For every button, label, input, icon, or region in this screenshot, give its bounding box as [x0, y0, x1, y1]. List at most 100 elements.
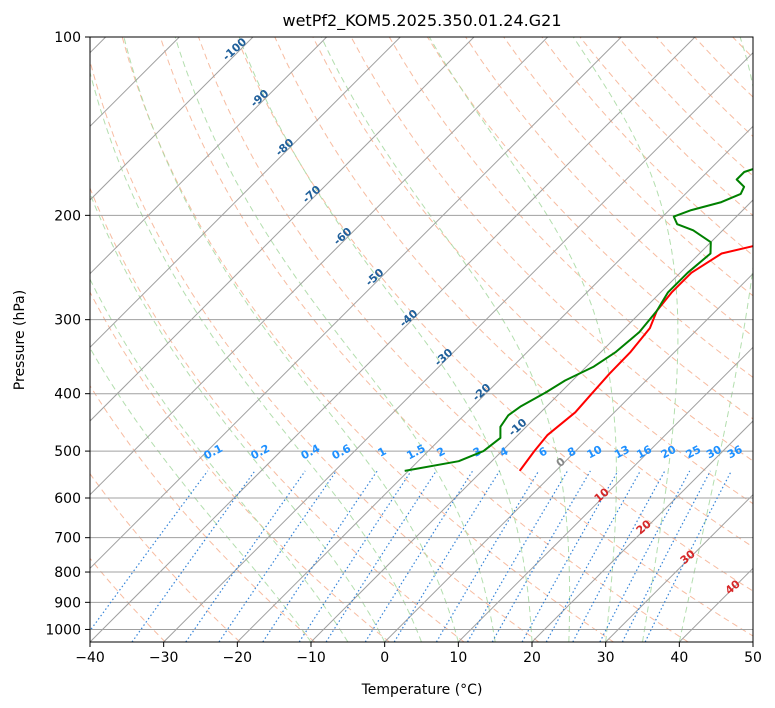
dry-adiabat	[426, 37, 753, 378]
dry-adiabat-label: -80	[273, 136, 297, 159]
y-axis-label: Pressure (hPa)	[12, 290, 28, 390]
moist-adiabat	[90, 278, 349, 642]
moist-adiabat	[572, 37, 679, 642]
plot-area: 0.1 0.2 0.4 0.6 1 1.5 2 3 4 6 8 10 13 16 20 25 30 36-100-…	[90, 37, 775, 642]
dry-adiabat	[732, 37, 753, 59]
mixing-ratio-label: 2	[435, 445, 448, 460]
isotherm-line	[678, 567, 753, 642]
x-tick-label: 10	[449, 650, 467, 666]
mixing-ratio-line	[262, 470, 378, 642]
y-tick-label: 200	[54, 208, 81, 224]
y-tick-label: 900	[54, 595, 81, 611]
isotherm-line	[457, 346, 753, 642]
dry-adiabat	[771, 37, 775, 642]
moist-adiabat-label: 20	[634, 517, 654, 537]
moist-adiabat	[678, 37, 753, 642]
isotherm-line	[384, 272, 753, 642]
dry-adiabat	[90, 384, 316, 642]
dry-adiabat	[465, 37, 753, 338]
y-tick-label: 100	[54, 30, 81, 46]
dry-adiabat	[90, 59, 540, 642]
dewpoint-profile-line	[404, 167, 753, 472]
mixing-ratio-line	[572, 470, 666, 642]
mixing-ratio-label: 1.5	[404, 442, 427, 463]
isotherm-line	[90, 37, 328, 275]
isotherm-line	[90, 37, 475, 422]
mixing-ratio-label: 8	[565, 445, 578, 460]
mixing-ratio-label: 16	[634, 443, 654, 462]
x-tick-label: −10	[296, 650, 326, 666]
x-axis-label: Temperature (°C)	[361, 682, 483, 698]
dry-adiabat	[656, 37, 753, 138]
moist-adiabat-label: 40	[723, 577, 743, 597]
mixing-ratio-line	[521, 470, 619, 642]
moist-adiabat	[174, 37, 496, 642]
isotherm-line	[90, 37, 622, 570]
dry-adiabat	[236, 37, 753, 592]
x-tick-label: −40	[75, 650, 105, 666]
dry-adiabat-label: -30	[432, 346, 456, 369]
mixing-ratio-line	[621, 470, 711, 642]
dry-adiabat	[90, 472, 241, 642]
isotherm-line	[90, 37, 696, 642]
dry-adiabat-label: -40	[397, 307, 421, 330]
mixing-ratio-label: 25	[684, 443, 704, 462]
dry-adiabat	[503, 37, 753, 297]
y-tick-label: 700	[54, 531, 81, 547]
mixing-ratio-label: 36	[725, 443, 745, 462]
chart-title: wetPf2_KOM5.2025.350.01.24.G21	[282, 11, 561, 31]
moist-adiabat	[238, 37, 533, 642]
mixing-ratio-line	[185, 470, 306, 642]
x-tick-label: −30	[149, 650, 179, 666]
mixing-ratio-label: 20	[659, 443, 679, 462]
dry-adiabat	[388, 37, 753, 420]
mixing-ratio-line	[466, 470, 569, 642]
moist-adiabat-label: 10	[592, 485, 612, 505]
mixing-ratio-label: 0.4	[299, 442, 323, 463]
isotherm-line	[90, 37, 549, 496]
dry-adiabat-label: -60	[331, 225, 355, 248]
mixing-ratio-line	[131, 470, 256, 642]
dry-adiabat	[312, 37, 753, 505]
y-tick-label: 800	[54, 565, 81, 581]
dry-adiabat	[159, 37, 689, 642]
mixing-ratio-label: 30	[704, 443, 724, 462]
x-tick-label: 50	[744, 650, 762, 666]
isotherm-line	[90, 37, 254, 201]
mixing-ratio-line	[644, 470, 732, 642]
y-tick-label: 600	[54, 491, 81, 507]
y-tick-label: 400	[54, 387, 81, 403]
mixing-ratio-line	[491, 470, 591, 642]
moist-adiabat-label: 0	[554, 455, 568, 470]
dry-adiabat	[121, 37, 614, 642]
dry-adiabat	[350, 37, 753, 462]
y-tick-label: 1000	[45, 622, 81, 638]
dry-adiabat	[694, 37, 753, 98]
x-tick-label: −20	[223, 650, 253, 666]
mixing-ratio-line	[90, 470, 209, 632]
moist-adiabat	[90, 70, 422, 642]
x-tick-label: 0	[380, 650, 389, 666]
mixing-ratio-line	[599, 470, 691, 642]
isotherm-line	[752, 641, 753, 642]
isotherm-line	[163, 51, 753, 642]
mixing-ratio-line	[325, 470, 437, 642]
temperature-profile-line	[518, 245, 753, 472]
mixing-ratio-label: 10	[585, 443, 605, 462]
isotherm-line	[236, 125, 753, 642]
moist-adiabat	[90, 192, 386, 642]
axes: −40 −30 −20 −10 0 10 20 30 40 5010020030040050060…	[45, 30, 762, 666]
dry-adiabat	[541, 37, 753, 257]
mixing-ratio-label: 0.2	[249, 442, 272, 463]
dry-adiabat	[274, 37, 753, 548]
dry-adiabat-label: -70	[300, 183, 324, 206]
x-tick-label: 40	[670, 650, 688, 666]
y-tick-label: 300	[54, 313, 81, 329]
moist-adiabat	[123, 37, 459, 642]
y-tick-label: 500	[54, 444, 81, 460]
isotherm-line	[605, 493, 753, 642]
mixing-ratio-line	[393, 470, 501, 642]
dry-adiabat-label: -20	[470, 381, 494, 404]
moist-adiabat-label: 30	[678, 547, 698, 567]
moist-adiabat	[90, 347, 312, 642]
